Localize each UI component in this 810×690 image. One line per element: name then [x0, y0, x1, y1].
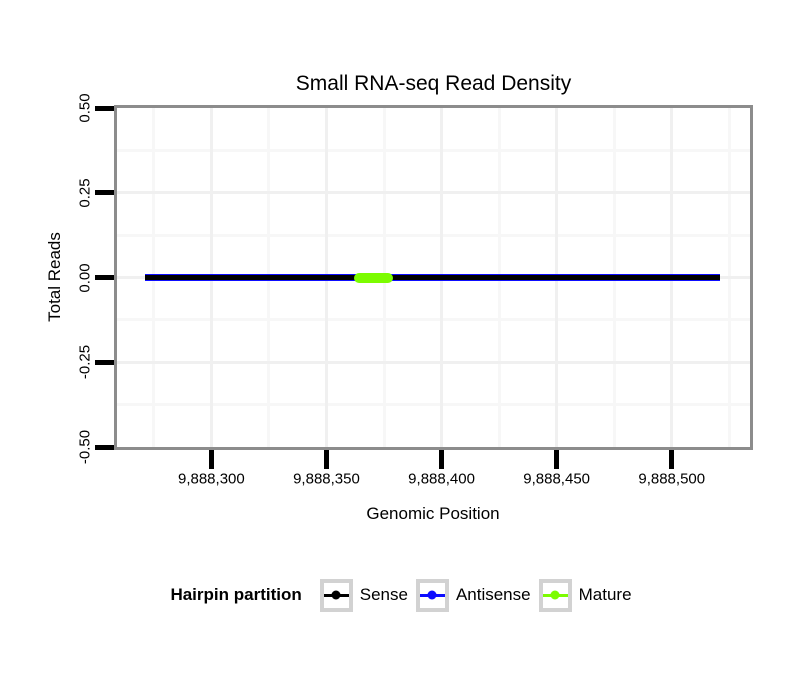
legend-key	[319, 578, 353, 612]
y-tick-label: 0.00	[76, 262, 94, 293]
legend-item: Sense	[319, 578, 408, 612]
gridline-minor-y	[117, 403, 750, 407]
gridline-minor-y	[117, 233, 750, 237]
y-tick	[95, 190, 114, 196]
series-line-sense	[144, 275, 721, 280]
x-tick-label: 9,888,300	[177, 470, 245, 488]
x-tick	[208, 450, 214, 469]
gridline-minor-y	[117, 148, 750, 152]
y-tick-label: -0.50	[76, 429, 94, 465]
y-tick-label: 0.50	[76, 93, 94, 123]
y-tick	[95, 444, 114, 450]
x-tick	[669, 450, 675, 469]
x-axis-label: Genomic Position	[366, 504, 500, 523]
x-tick	[323, 450, 329, 469]
chart-title: Small RNA-seq Read Density	[295, 72, 572, 95]
x-tick-label: 9,888,450	[523, 470, 591, 488]
legend-key-dot-icon	[331, 590, 341, 600]
legend-key	[415, 578, 449, 612]
y-tick	[95, 275, 114, 280]
y-tick	[95, 359, 114, 365]
legend-item: Antisense	[415, 578, 531, 612]
gridline-major-y	[117, 191, 750, 195]
y-tick	[95, 105, 114, 111]
series-line-mature	[354, 272, 394, 283]
legend-key-dot-icon	[550, 590, 560, 600]
gridline-minor-y	[117, 318, 750, 322]
legend: Hairpin partition Sense Antisense Mature	[0, 577, 810, 613]
legend-item-label: Sense	[359, 585, 408, 604]
legend-item-label: Antisense	[455, 585, 531, 604]
gridline-major-y	[117, 360, 750, 364]
x-tick	[439, 450, 445, 469]
x-tick-label: 9,888,500	[638, 470, 706, 488]
legend-item-label: Mature	[578, 585, 632, 604]
legend-item: Mature	[538, 578, 632, 612]
legend-key	[538, 578, 572, 612]
x-tick-label: 9,888,400	[408, 470, 475, 488]
x-tick	[554, 450, 560, 469]
y-tick-label: 0.25	[76, 178, 94, 208]
y-tick-label: -0.25	[76, 345, 94, 380]
legend-title: Hairpin partition	[170, 585, 302, 604]
legend-key-dot-icon	[427, 590, 437, 600]
plot-panel	[114, 105, 753, 450]
y-axis-label: Total Reads	[45, 232, 64, 322]
x-tick-label: 9,888,350	[293, 470, 360, 488]
